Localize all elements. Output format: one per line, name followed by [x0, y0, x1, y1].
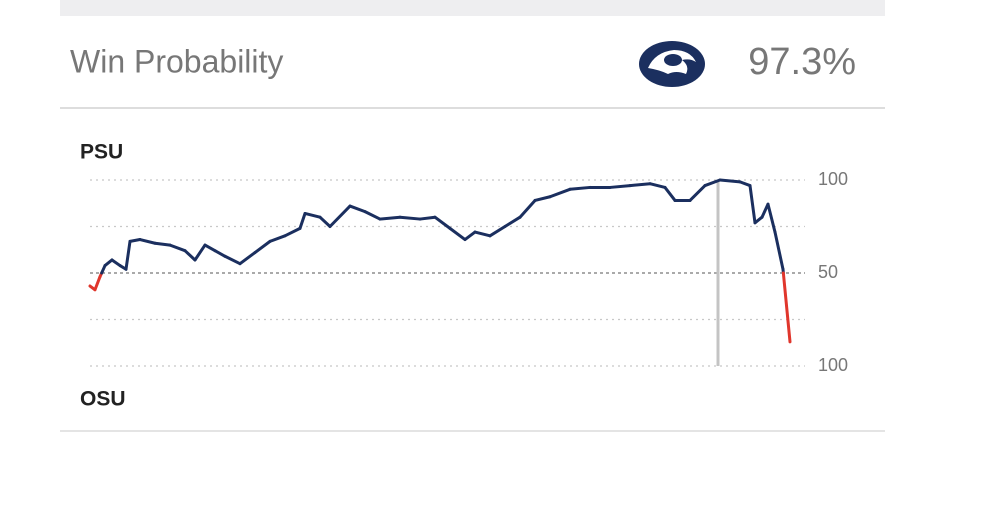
win-line: [435, 217, 450, 228]
top-bar: [60, 0, 885, 16]
win-line: [775, 232, 783, 269]
win-line: [520, 200, 535, 217]
y-tick-label: 100: [818, 355, 848, 375]
win-line: [535, 197, 550, 201]
title: Win Probability: [70, 43, 283, 79]
y-tick-label: 50: [818, 262, 838, 282]
win-line: [630, 184, 650, 186]
win-line: [365, 212, 380, 219]
win-line: [330, 206, 350, 226]
win-line: [350, 206, 365, 212]
win-line: [225, 256, 240, 263]
win-line: [380, 217, 400, 219]
win-line: [783, 273, 790, 342]
win-line: [285, 228, 300, 235]
win-line: [450, 228, 465, 239]
win-line: [320, 217, 330, 226]
win-line: [400, 217, 420, 219]
top-label: PSU: [80, 141, 123, 164]
win-line: [185, 251, 195, 260]
win-line: [650, 184, 665, 188]
win-line: [610, 186, 630, 188]
win-value: 97.3%: [748, 41, 856, 83]
win-line: [690, 186, 705, 201]
win-line: [215, 251, 225, 257]
win-line: [465, 232, 475, 239]
y-tick-label: 100: [818, 169, 848, 189]
win-line: [305, 213, 320, 217]
win-line: [155, 243, 170, 245]
win-line: [720, 180, 740, 182]
win-line: [140, 240, 155, 244]
team-logo: [639, 41, 705, 87]
win-line: [300, 213, 305, 228]
win-line: [475, 232, 490, 236]
win-line: [550, 189, 570, 196]
win-line: [665, 187, 675, 200]
win-line: [420, 217, 435, 219]
win-line: [95, 277, 100, 290]
win-line: [750, 186, 755, 223]
win-line: [205, 245, 215, 251]
win-line: [270, 236, 285, 242]
win-line: [240, 253, 255, 264]
win-line: [740, 182, 750, 186]
win-line: [195, 245, 205, 260]
win-line: [505, 217, 520, 226]
win-line: [490, 227, 505, 236]
win-line: [126, 241, 130, 269]
win-line: [768, 204, 775, 232]
win-line: [255, 241, 270, 252]
win-line: [170, 245, 185, 251]
win-line: [570, 187, 590, 189]
bottom-label: OSU: [80, 388, 126, 411]
win-line: [130, 240, 140, 242]
